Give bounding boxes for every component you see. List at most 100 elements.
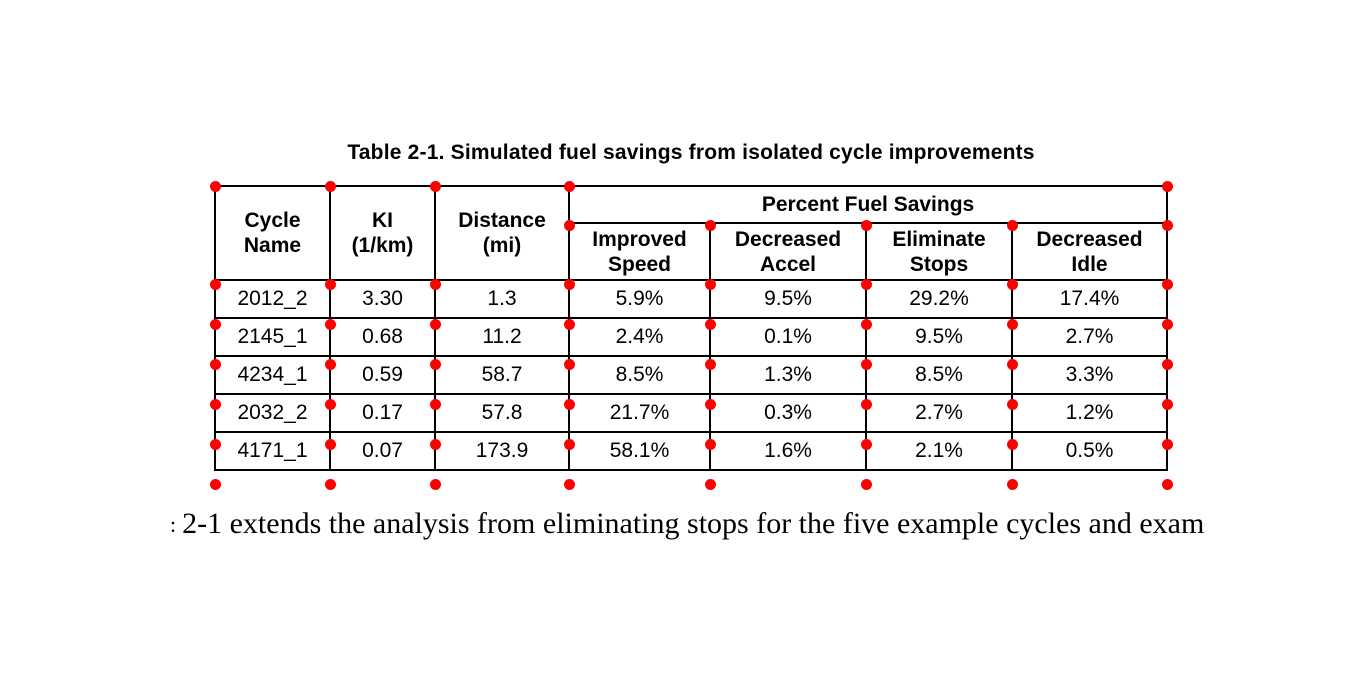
cell-corner-dot: [563, 219, 575, 231]
header-line: Idle: [1071, 252, 1108, 276]
col-header-eliminate-stops: Eliminate Stops: [865, 222, 1013, 281]
table-row: 2032_2 0.17 57.8 21.7% 0.3% 2.7% 1.2%: [214, 393, 1169, 433]
cell-corner-dot: [1161, 318, 1173, 330]
header-line: Decreased: [734, 227, 842, 251]
cell-ki: 0.17: [329, 393, 436, 433]
header-line: KI: [372, 209, 393, 232]
header-line: Speed: [607, 252, 672, 276]
cell-eliminate-stops: 29.2%: [865, 279, 1013, 319]
cell-corner-dot: [860, 398, 872, 410]
cell-corner-dot: [324, 398, 336, 410]
cell-corner-dot: [860, 278, 872, 290]
header-row-top: Cycle Name KI (1/km) Distance (mi) Perce…: [214, 185, 1169, 281]
cell-corner-dot: [563, 438, 575, 450]
cell-corner-dot: [1161, 478, 1173, 490]
cell-corner-dot: [324, 438, 336, 450]
cell-corner-dot: [860, 219, 872, 231]
cell-corner-dot: [1006, 318, 1018, 330]
cell-cycle-name: 2012_2: [214, 279, 331, 319]
cell-corner-dot: [1006, 398, 1018, 410]
cell-improved-speed: 5.9%: [568, 279, 711, 319]
cell-distance: 1.3: [434, 279, 570, 319]
header-line: Eliminate: [892, 227, 986, 251]
table-row: 2012_2 3.30 1.3 5.9% 9.5% 29.2% 17.4%: [214, 279, 1169, 319]
cell-corner-dot: [209, 180, 221, 192]
cell-corner-dot: [1006, 278, 1018, 290]
cell-corner-dot: [1161, 398, 1173, 410]
cell-corner-dot: [1006, 438, 1018, 450]
cell-distance: 58.7: [434, 355, 570, 395]
cell-distance: 173.9: [434, 431, 570, 471]
table-row: 4171_1 0.07 173.9 58.1% 1.6% 2.1% 0.5%: [214, 431, 1169, 471]
clipped-text-fragment: :: [170, 512, 177, 537]
table-caption: Table 2-1. Simulated fuel savings from i…: [347, 141, 1035, 164]
body-text-line: 2-1 extends the analysis from eliminatin…: [182, 507, 1205, 540]
cell-decreased-idle: 1.2%: [1010, 393, 1169, 433]
cell-decreased-idle: 0.5%: [1010, 431, 1169, 471]
cell-corner-dot: [1161, 358, 1173, 370]
cell-corner-dot: [563, 358, 575, 370]
col-header-decreased-accel: Decreased Accel: [709, 222, 867, 281]
cell-corner-dot: [324, 278, 336, 290]
header-line: Stops: [909, 252, 969, 276]
col-header-ki: KI (1/km): [329, 185, 436, 281]
header-line: Accel: [759, 252, 817, 276]
cell-corner-dot: [324, 478, 336, 490]
cell-corner-dot: [209, 318, 221, 330]
cell-eliminate-stops: 9.5%: [865, 317, 1013, 357]
cell-cycle-name: 2032_2: [214, 393, 331, 433]
cell-corner-dot: [1161, 438, 1173, 450]
cell-corner-dot: [704, 358, 716, 370]
header-line: Improved: [592, 227, 687, 251]
header-line: Decreased: [1036, 227, 1143, 251]
cell-eliminate-stops: 2.1%: [865, 431, 1013, 471]
cell-decreased-accel: 1.6%: [709, 431, 867, 471]
cell-corner-dot: [429, 398, 441, 410]
cell-corner-dot: [1006, 478, 1018, 490]
header-line: Name: [243, 234, 302, 257]
cell-improved-speed: 58.1%: [568, 431, 711, 471]
cell-corner-dot: [209, 358, 221, 370]
cell-eliminate-stops: 8.5%: [865, 355, 1013, 395]
cell-improved-speed: 21.7%: [568, 393, 711, 433]
cell-corner-dot: [324, 318, 336, 330]
cell-corner-dot: [1161, 219, 1173, 231]
fuel-savings-table: Cycle Name KI (1/km) Distance (mi) Perce…: [214, 185, 1169, 471]
header-line: (1/km): [351, 234, 414, 257]
table-row: 4234_1 0.59 58.7 8.5% 1.3% 8.5% 3.3%: [214, 355, 1169, 395]
header-line: (mi): [482, 234, 522, 257]
cell-corner-dot: [860, 358, 872, 370]
cell-cycle-name: 4234_1: [214, 355, 331, 395]
cell-cycle-name: 2145_1: [214, 317, 331, 357]
cell-ki: 0.68: [329, 317, 436, 357]
cell-decreased-idle: 2.7%: [1010, 317, 1169, 357]
cell-distance: 57.8: [434, 393, 570, 433]
col-header-percent-fuel-savings: Percent Fuel Savings: [567, 185, 1169, 224]
cell-corner-dot: [704, 438, 716, 450]
table-row: 2145_1 0.68 11.2 2.4% 0.1% 9.5% 2.7%: [214, 317, 1169, 357]
cell-corner-dot: [704, 478, 716, 490]
cell-corner-dot: [209, 278, 221, 290]
cell-corner-dot: [704, 398, 716, 410]
cell-corner-dot: [704, 219, 716, 231]
header-line: Cycle: [244, 209, 301, 232]
cell-corner-dot: [860, 478, 872, 490]
cell-corner-dot: [563, 318, 575, 330]
col-header-improved-speed: Improved Speed: [568, 222, 711, 281]
cell-decreased-idle: 17.4%: [1010, 279, 1169, 319]
cell-corner-dot: [860, 318, 872, 330]
cell-corner-dot: [429, 180, 441, 192]
cell-corner-dot: [563, 180, 575, 192]
col-header-cycle-name: Cycle Name: [214, 185, 331, 281]
cell-distance: 11.2: [434, 317, 570, 357]
cell-corner-dot: [429, 438, 441, 450]
cell-decreased-idle: 3.3%: [1010, 355, 1169, 395]
cell-corner-dot: [563, 398, 575, 410]
cell-corner-dot: [563, 478, 575, 490]
col-header-decreased-idle: Decreased Idle: [1010, 222, 1169, 281]
cell-corner-dot: [429, 358, 441, 370]
cell-corner-dot: [1161, 278, 1173, 290]
header-line: Distance: [458, 209, 546, 232]
cell-ki: 3.30: [329, 279, 436, 319]
